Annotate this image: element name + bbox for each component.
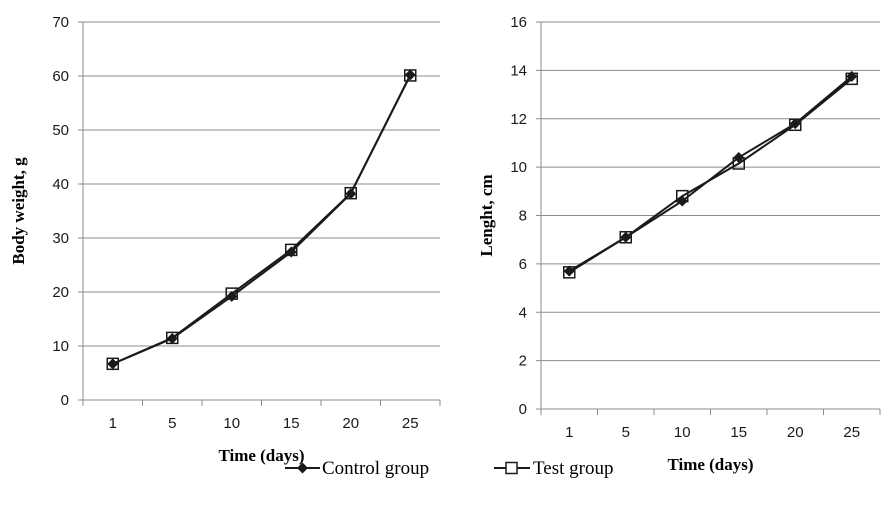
length-series-test-line	[568, 78, 853, 274]
weight-test-point	[166, 331, 179, 345]
weight-test-point	[344, 186, 357, 200]
length-series-control-line	[568, 75, 853, 272]
length-x-tick-label: 20	[787, 424, 804, 441]
length-y-axis-title: Lenght, cm	[477, 174, 496, 256]
weight-series-control-line	[112, 74, 412, 365]
length-y-tick-label: 6	[519, 256, 527, 273]
legend-test-label: Test group	[533, 458, 613, 479]
length-y-tick-label: 12	[510, 111, 527, 128]
legend-control-diamond-icon	[297, 462, 308, 474]
length-control-point	[789, 118, 801, 130]
weight-control-point	[107, 358, 119, 370]
legend-test-square-icon	[505, 461, 518, 475]
legend-item-test: Test group	[494, 458, 613, 479]
legend: Control group Test group	[285, 458, 613, 479]
length-x-tick-label: 5	[622, 424, 630, 441]
weight-x-tick-label: 15	[283, 415, 300, 432]
length-y-tick-label: 4	[519, 304, 527, 321]
weight-control-point	[166, 332, 178, 344]
length-control-point	[563, 265, 575, 277]
length-y-tick-label: 10	[510, 159, 527, 176]
weight-y-tick-label: 50	[52, 122, 69, 139]
weight-y-tick-label: 40	[52, 176, 69, 193]
weight-x-tick-label: 5	[168, 415, 176, 432]
weight-x-tick-label: 10	[223, 415, 240, 432]
length-test-point	[789, 118, 802, 132]
legend-control-label: Control group	[322, 458, 429, 479]
length-test-point	[619, 231, 632, 244]
weight-control-point	[345, 188, 357, 200]
weight-y-tick-label: 20	[52, 284, 69, 301]
weight-series-test-line	[112, 75, 412, 365]
weight-x-tick-label: 1	[109, 415, 117, 432]
weight-test-point	[404, 69, 417, 82]
weight-test-point	[285, 243, 298, 257]
weight-y-tick-label: 30	[52, 230, 69, 247]
length-y-tick-label: 0	[519, 401, 527, 418]
length-y-tick-label: 14	[510, 62, 527, 79]
length-test-point	[845, 72, 858, 86]
length-control-point	[620, 231, 632, 243]
length-test-point	[676, 189, 689, 203]
weight-y-tick-label: 70	[52, 14, 69, 31]
length-test-point	[732, 157, 745, 170]
weight-y-tick-label: 60	[52, 68, 69, 85]
weight-x-axis-title: Time (days)	[218, 446, 304, 465]
weight-control-point	[404, 69, 416, 81]
weight-y-tick-label: 10	[52, 338, 69, 355]
length-y-tick-label: 8	[519, 208, 527, 225]
length-x-tick-label: 1	[565, 424, 573, 441]
length-x-axis-title: Time (days)	[667, 455, 753, 474]
legend-item-control: Control group	[285, 458, 429, 479]
weight-x-tick-label: 25	[402, 415, 419, 432]
length-test-point	[563, 266, 576, 279]
weight-test-point	[106, 357, 119, 371]
weight-test-point	[225, 287, 238, 300]
weight-control-point	[285, 246, 297, 258]
weight-y-tick-label: 0	[61, 392, 69, 409]
weight-x-tick-label: 20	[342, 415, 359, 432]
length-y-tick-label: 16	[510, 14, 527, 31]
weight-y-axis-title: Body weight, g	[9, 157, 28, 265]
length-x-tick-label: 10	[674, 424, 691, 441]
length-x-tick-label: 25	[843, 424, 860, 441]
length-y-tick-label: 2	[519, 353, 527, 370]
length-x-tick-label: 15	[730, 424, 747, 441]
